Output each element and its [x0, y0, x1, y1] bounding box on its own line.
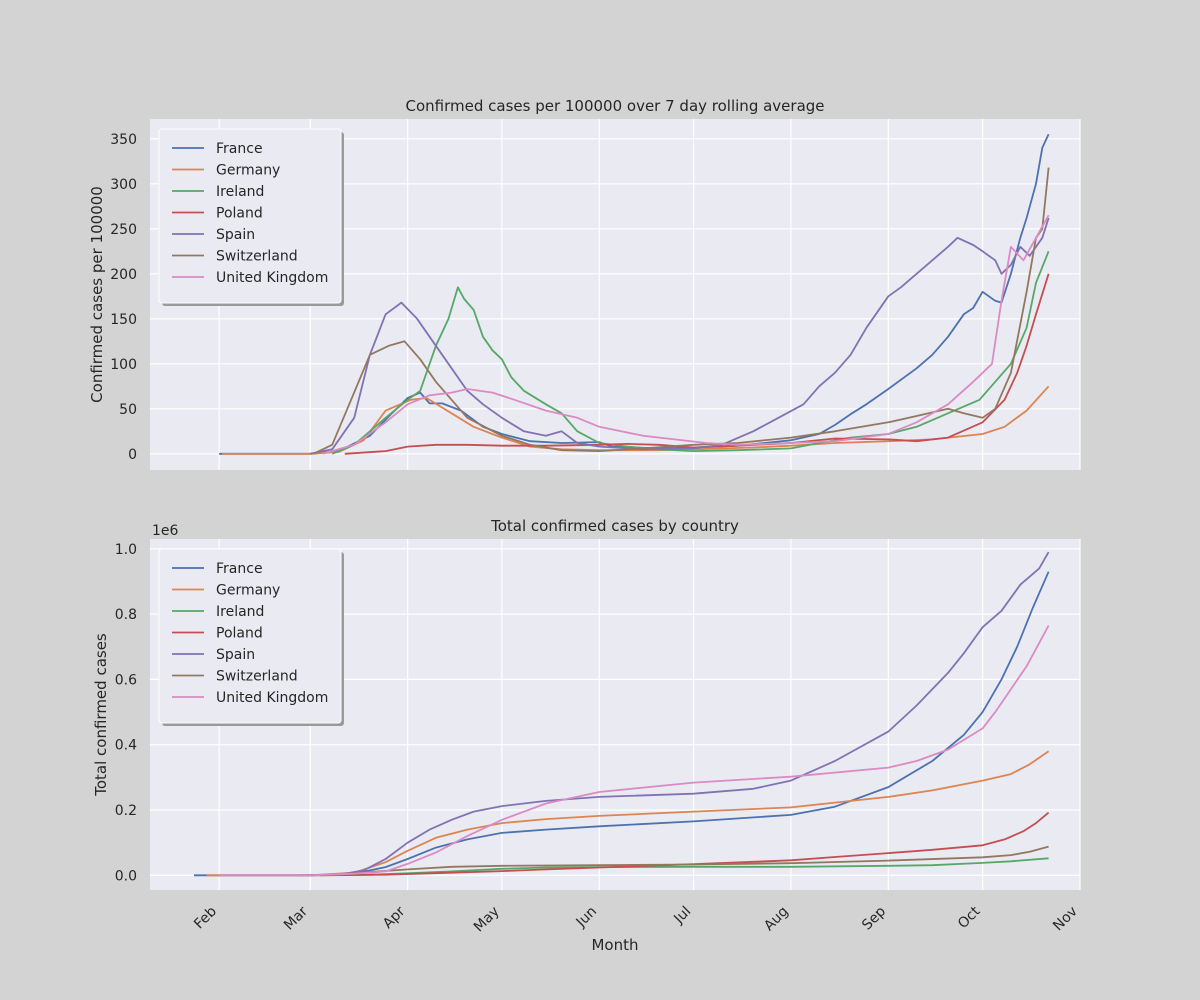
y-axis-label: Total confirmed cases	[92, 633, 110, 797]
y-tick-label: 50	[119, 402, 137, 418]
y-tick-label: 0.8	[115, 607, 137, 623]
legend-label-ireland: Ireland	[216, 604, 264, 620]
legend-label-united-kingdom: United Kingdom	[216, 270, 328, 286]
y-tick-label: 250	[110, 222, 137, 238]
legend-label-germany: Germany	[216, 163, 280, 179]
legend-label-ireland: Ireland	[216, 184, 264, 200]
chart-panel-1: 0 50 100 150 200 250 300 350 Confirmed cases per…	[88, 97, 1081, 470]
series-line-spain	[219, 551, 1050, 877]
series-line-france	[219, 133, 1050, 455]
series-line-united-kingdom	[219, 625, 1050, 877]
y-tick-label: 150	[110, 312, 137, 328]
series-line-poland	[319, 811, 1050, 877]
series-line-united-kingdom	[322, 214, 1050, 455]
series-line-switzerland	[313, 167, 1050, 455]
chart-title: Total confirmed cases by country	[490, 517, 739, 535]
y-tick-label: 1.0	[115, 542, 137, 558]
chart-title: Confirmed cases per 100000 over 7 day ro…	[405, 97, 824, 115]
legend-box	[158, 548, 342, 724]
y-tick-label: 0.6	[115, 672, 137, 688]
legend-label-poland: Poland	[216, 626, 263, 642]
legend-label-switzerland: Switzerland	[216, 249, 298, 265]
charts-container: 0 50 100 150 200 250 300 350 Confirmed cases per…	[88, 97, 1081, 954]
legend-box	[158, 128, 342, 304]
x-axis-label: Month	[591, 936, 638, 954]
legend-label-united-kingdom: United Kingdom	[216, 690, 328, 706]
y-tick-label: 0	[128, 447, 137, 463]
legend-label-germany: Germany	[216, 583, 280, 599]
chart-panel-2: 0.0 0.2 0.4 0.6 0.8 1.0 Total confirmed cases …	[92, 517, 1081, 954]
y-tick-label: 0.4	[115, 738, 137, 754]
legend: France Germany Ireland Poland Spain Switzerla…	[158, 128, 344, 306]
y-scale-offset-label: 1e6	[152, 523, 179, 539]
legend: France Germany Ireland Poland Spain Switzerla…	[158, 548, 344, 726]
legend-label-switzerland: Switzerland	[216, 669, 298, 685]
legend-label-poland: Poland	[216, 206, 263, 222]
y-axis-label: Confirmed cases per 100000	[88, 186, 106, 403]
legend-label-spain: Spain	[216, 647, 255, 663]
series-line-spain	[310, 217, 1050, 455]
series-line-poland	[344, 273, 1050, 455]
series-line-germany	[206, 750, 1050, 877]
legend-label-spain: Spain	[216, 227, 255, 243]
series-line-france	[194, 571, 1050, 877]
legend-label-france: France	[216, 141, 263, 157]
y-tick-label: 350	[110, 132, 137, 148]
y-tick-label: 100	[110, 357, 137, 373]
series-line-ireland	[331, 250, 1050, 455]
y-tick-label: 0.2	[115, 803, 137, 819]
y-tick-label: 0.0	[115, 868, 137, 884]
y-tick-label: 200	[110, 267, 137, 283]
legend-label-france: France	[216, 561, 263, 577]
y-tick-label: 300	[110, 177, 137, 193]
